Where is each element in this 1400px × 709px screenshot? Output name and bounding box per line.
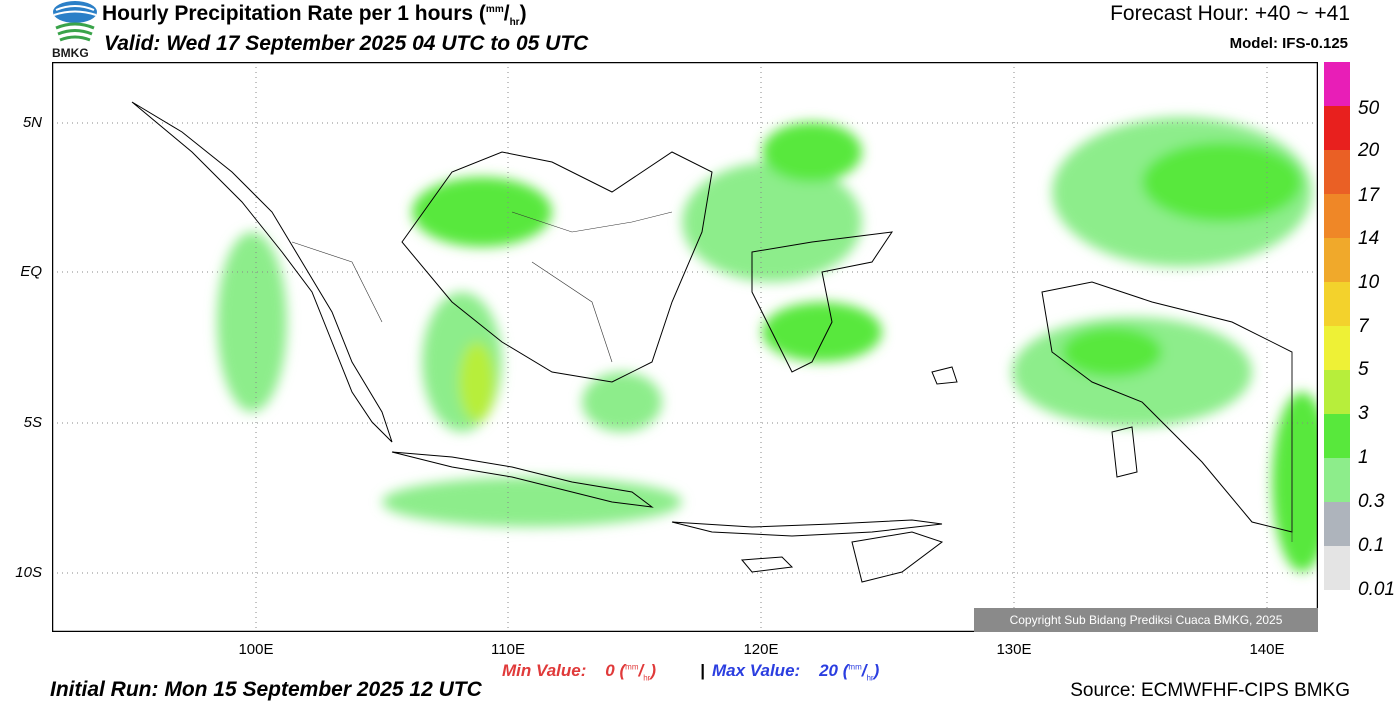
legend-swatch-50	[1324, 62, 1350, 106]
lon-label-110e: 110E	[491, 641, 525, 658]
lat-label-5s: 5S	[23, 414, 42, 431]
lon-label-100e: 100E	[238, 641, 274, 658]
lat-label-5n: 5N	[22, 114, 42, 131]
legend-label-20: 20	[1358, 140, 1380, 161]
lon-label-140e: 140E	[1249, 641, 1285, 658]
legend-swatch-0-1	[1324, 502, 1350, 546]
legend-label-0-3: 0.3	[1358, 491, 1385, 512]
min-value: Min Value: 0 (mm/hr)	[502, 661, 657, 683]
lon-label-130e: 130E	[996, 641, 1032, 658]
max-value: Max Value: 20 (mm/hr)	[712, 661, 880, 683]
legend-label-14: 14	[1358, 228, 1380, 249]
legend-swatch-10	[1324, 238, 1350, 282]
lat-label-10s: 10S	[15, 564, 42, 581]
legend-label-50: 50	[1358, 98, 1380, 119]
bmkg-logo-icon	[53, 1, 97, 42]
legend-label-5: 5	[1358, 359, 1369, 380]
legend-label-0-01: 0.01	[1358, 579, 1395, 600]
value-separator: |	[700, 661, 705, 680]
legend-swatch-20	[1324, 106, 1350, 150]
model-name: Model: IFS-0.125	[1229, 35, 1348, 52]
coastlines	[131, 101, 1293, 583]
graticule	[52, 62, 1318, 632]
legend-swatch-0-3	[1324, 458, 1350, 502]
map-title: Hourly Precipitation Rate per 1 hours (m…	[102, 2, 527, 29]
precipitation-map	[52, 62, 1318, 632]
legend-swatch-1	[1324, 414, 1350, 458]
legend-swatch-7	[1324, 282, 1350, 326]
legend-swatch-0-01	[1324, 546, 1350, 590]
legend-swatch-3	[1324, 370, 1350, 414]
legend-label-7: 7	[1358, 316, 1369, 337]
initial-run: Initial Run: Mon 15 September 2025 12 UT…	[50, 678, 482, 701]
forecast-hour: Forecast Hour: +40 ~ +41	[1110, 2, 1350, 25]
lon-label-120e: 120E	[743, 641, 779, 658]
legend-label-1: 1	[1358, 447, 1369, 468]
legend-label-0-1: 0.1	[1358, 535, 1385, 556]
borders	[291, 211, 1293, 542]
legend-colorbar	[1324, 62, 1350, 590]
legend-label-10: 10	[1358, 272, 1380, 293]
logo-text: BMKG	[52, 46, 89, 60]
legend-swatch-5	[1324, 326, 1350, 370]
data-source: Source: ECMWFHF-CIPS BMKG	[1070, 680, 1350, 701]
legend-swatch-17	[1324, 150, 1350, 194]
legend-swatch-14	[1324, 194, 1350, 238]
lat-label-eq: EQ	[20, 263, 42, 280]
copyright-note: Copyright Sub Bidang Prediksi Cuaca BMKG…	[974, 608, 1318, 632]
legend-label-17: 17	[1358, 185, 1380, 206]
legend-label-3: 3	[1358, 403, 1369, 424]
map-frame	[52, 62, 1318, 632]
rain-areas	[217, 117, 1318, 572]
valid-time: Valid: Wed 17 September 2025 04 UTC to 0…	[104, 32, 589, 55]
